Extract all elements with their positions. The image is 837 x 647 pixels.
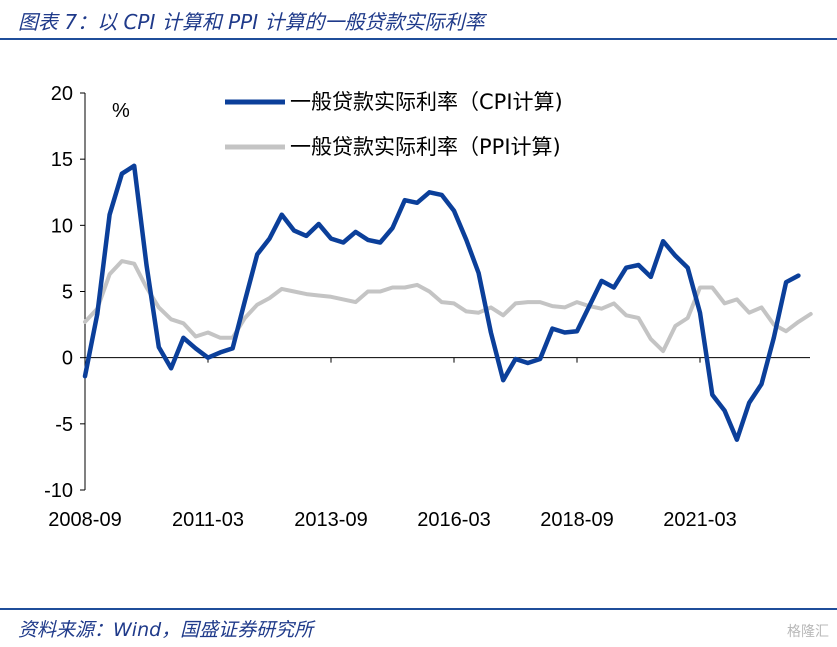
chart-title: 图表 7：以 CPI 计算和 PPI 计算的一般贷款实际利率 [18,10,485,34]
y-tick-label: 20 [51,83,73,105]
x-tick-label: 2013-09 [294,509,367,531]
y-tick-label: 5 [62,282,73,304]
unit-label: % [112,100,130,122]
legend-label: 一般贷款实际利率（CPI计算) [290,90,563,114]
watermark-logo: 格隆汇 [787,624,829,640]
x-tick-label: 2018-09 [540,509,613,531]
chart-lines [82,163,813,442]
series-line-ppi [83,259,813,354]
chart-legend: 一般贷款实际利率（CPI计算) 一般贷款实际利率（PPI计算) [225,90,563,159]
y-tick-label: 10 [51,215,73,237]
y-tick-label: -5 [55,414,73,436]
y-tick-label: 15 [51,149,73,171]
x-tick-label: 2021-03 [663,509,736,531]
chart-ticks: -10 -5 0 5 10 15 20 2008-09 2011-03 2013-09 2016-0… [44,83,737,531]
source-rule [0,608,837,610]
title-rule [0,38,837,40]
x-tick-label: 2011-03 [172,509,244,531]
y-tick-label: 0 [62,348,73,370]
x-tick-label: 2008-09 [48,509,121,531]
y-tick-label: -10 [44,480,73,502]
source-note: 资料来源：Wind，国盛证券研究所 [18,619,314,641]
series-line-cpi [82,163,801,442]
line-chart: -10 -5 0 5 10 15 20 2008-09 2011-03 2013-09 2016-0… [44,83,813,531]
legend-label: 一般贷款实际利率（PPI计算) [290,135,561,159]
x-tick-label: 2016-03 [417,509,490,531]
